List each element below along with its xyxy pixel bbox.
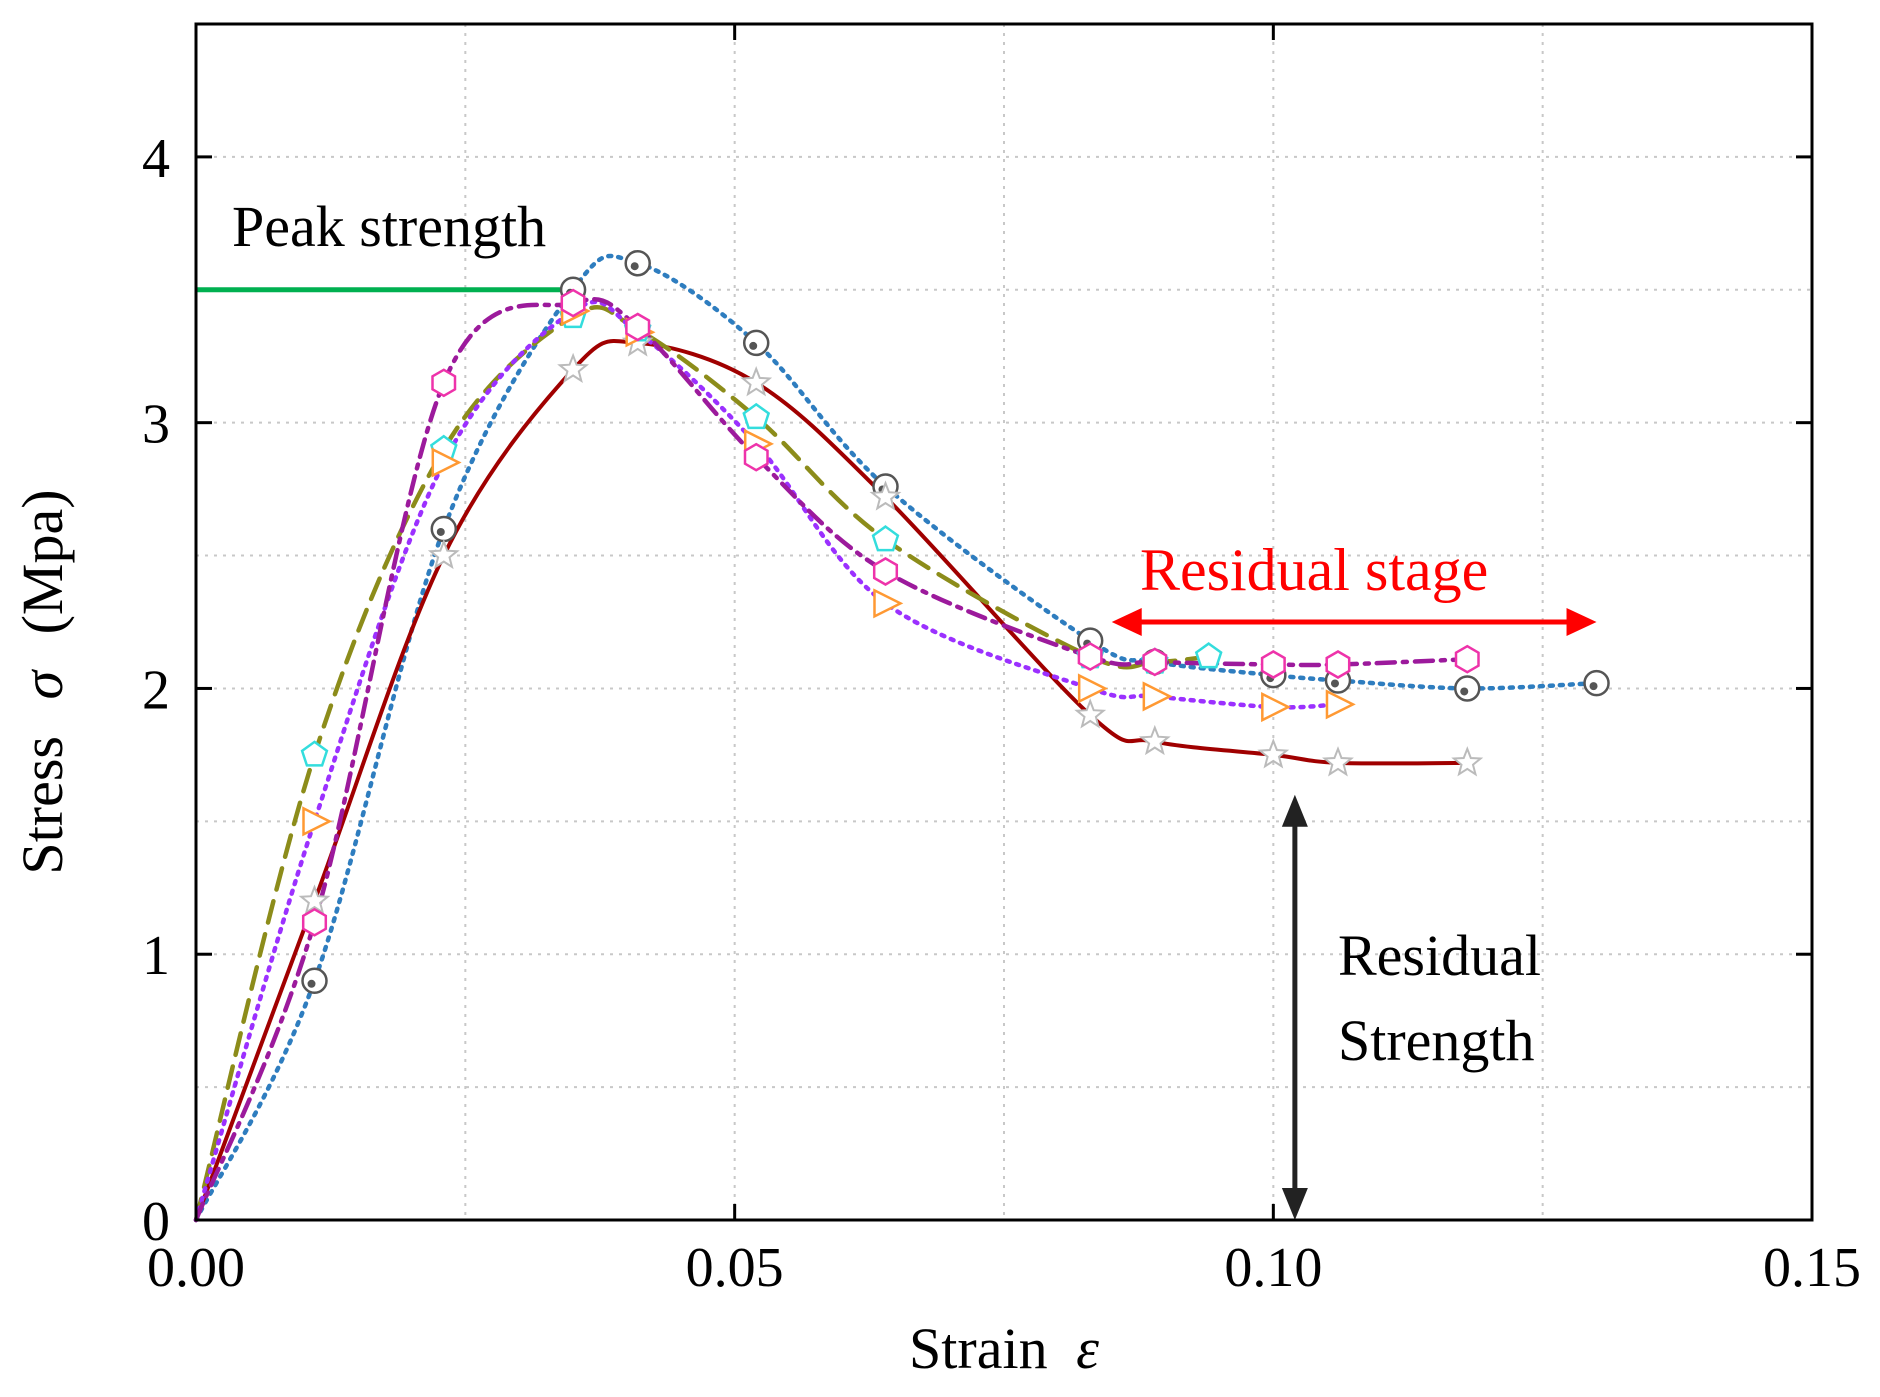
plot-frame [194, 22, 1814, 1222]
series-5-point [743, 442, 769, 472]
series-1-point-dot [1330, 679, 1339, 688]
y-axis-unit: (Mpa) [10, 489, 75, 634]
series-3-point [871, 525, 900, 552]
x-axis-title: Strain ε [909, 1316, 1099, 1381]
series-1-point [301, 967, 328, 995]
series-1-point [1454, 675, 1481, 702]
series-1-point [1583, 669, 1610, 697]
series-1-point [742, 329, 770, 357]
series-5-point [1260, 650, 1286, 679]
series-1-point-dot [436, 527, 445, 536]
series-2-point [1451, 746, 1484, 777]
series-4-point [1142, 681, 1173, 712]
x-tick-label: 0.05 [686, 1237, 784, 1299]
series-5-point [560, 288, 586, 318]
series-5-point [301, 907, 328, 937]
series-4-point [1261, 692, 1292, 723]
residual-strength-label-line2: Strength [1338, 1008, 1535, 1073]
series-2-point [740, 366, 773, 397]
series-2-point [557, 352, 590, 384]
series-3-point [300, 740, 329, 767]
residual-stage-label: Residual stage [1140, 537, 1488, 603]
series-4-point [1077, 673, 1108, 704]
residual-strength-arrowhead-top [1281, 794, 1308, 827]
residual-strength-label-line1: Residual [1338, 923, 1541, 988]
series-3-point [1194, 642, 1223, 669]
series-2-point [427, 538, 460, 570]
series-3-line [193, 305, 1211, 1223]
series-5-point [1325, 650, 1351, 679]
series-1-line [193, 253, 1599, 1223]
series-4-point [873, 588, 904, 619]
series-3-point [742, 402, 771, 430]
annotations: Peak strength Residual stage Residual St… [196, 194, 1597, 1220]
series-2-point [298, 884, 331, 915]
y-tick-label: 4 [142, 128, 170, 190]
x-axis-title-text: Strain [909, 1316, 1048, 1381]
series-2-point [869, 480, 902, 511]
series-2-point [1257, 738, 1290, 769]
x-tick-label: 0.15 [1763, 1237, 1861, 1299]
series-5-line [193, 297, 1470, 1223]
y-tick-label: 0 [142, 1191, 170, 1253]
series-1-point-dot [630, 262, 639, 271]
y-tick-label: 2 [142, 659, 170, 721]
y-tick-label: 1 [142, 925, 170, 987]
series-1-point-dot [1589, 682, 1598, 691]
series-5-point [1454, 644, 1480, 674]
y-axis-title: Stress σ (Mpa) [10, 489, 75, 874]
series-markers [298, 249, 1610, 995]
series-2-point [1074, 698, 1107, 729]
y-tick-label: 3 [142, 394, 170, 456]
x-axis-symbol: ε [1076, 1316, 1099, 1381]
series-1-point-dot [749, 341, 758, 350]
series-5-point [431, 368, 457, 398]
series-1-point [430, 515, 458, 543]
series-1-point-dot [1460, 687, 1469, 696]
series-4-line [193, 299, 1341, 1223]
residual-stage-arrowhead-left [1111, 608, 1142, 636]
series-2-point [1138, 724, 1171, 756]
series-4-point [431, 447, 462, 478]
residual-strength-arrowhead-bottom [1281, 1188, 1308, 1220]
axis-tick-labels: 0.00 0.05 0.10 0.15 0 1 2 3 4 [142, 128, 1861, 1299]
series-2-point [1322, 746, 1354, 777]
series-1-point [624, 249, 651, 277]
peak-strength-label: Peak strength [232, 194, 546, 259]
grid-lines [196, 24, 1812, 1220]
series-5-point [1142, 647, 1168, 677]
series-2-line [194, 339, 1470, 1222]
series-5-point [872, 557, 899, 586]
series-lines [193, 253, 1599, 1223]
x-tick-label: 0.10 [1224, 1237, 1322, 1299]
residual-stage-arrowhead-right [1566, 608, 1597, 636]
y-axis-title-text: Stress [10, 736, 75, 875]
series-1-point-dot [307, 979, 316, 988]
y-axis-symbol: σ [10, 668, 75, 699]
axis-ticks [194, 24, 1814, 1222]
x-tick-label: 0.00 [147, 1237, 245, 1299]
series-4-point [302, 806, 333, 837]
series-5-point [625, 312, 651, 342]
series-5-point [1077, 642, 1103, 672]
series-4-point [1325, 689, 1356, 720]
